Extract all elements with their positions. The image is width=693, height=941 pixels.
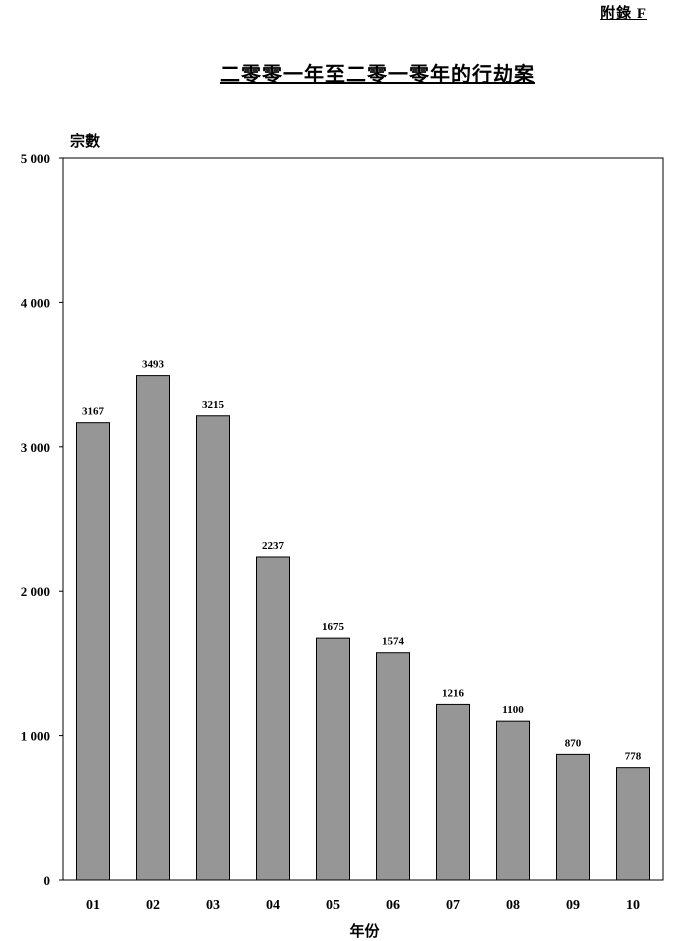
data-label-08: 1100 [502,704,524,716]
data-label-06: 1574 [382,636,405,648]
y-tick-label: 3 000 [21,440,50,455]
data-label-09: 870 [565,737,582,749]
x-tick-label-05: 05 [326,898,340,913]
bar-07 [436,703,470,881]
x-tick-label-04: 04 [266,898,280,913]
x-tick-label-06: 06 [386,898,400,913]
plot-area [62,157,664,881]
data-label-01: 3167 [82,406,105,418]
x-tick-label-07: 07 [446,898,460,913]
data-label-05: 1675 [322,621,345,633]
y-axis-label: 宗數 [70,134,101,150]
bar-08 [496,720,530,881]
data-label-07: 1216 [442,687,465,699]
bar-03 [196,415,230,881]
data-label-03: 3215 [202,399,225,411]
x-axis-label: 年份 [349,924,380,940]
bar-09 [556,753,590,881]
appendix-label: 附錄 F [600,6,647,22]
data-label-02: 3493 [142,359,165,371]
bar-04 [256,556,290,881]
y-tick-label: 4 000 [21,295,50,310]
bar-02 [136,375,170,881]
x-tick-label-09: 09 [566,898,580,913]
data-label-10: 778 [625,751,642,763]
x-tick-label-02: 02 [146,898,160,913]
bar-10 [616,767,650,881]
y-tick-label: 1 000 [21,729,50,744]
data-label-04: 2237 [262,540,285,552]
bar-01 [76,422,110,881]
x-tick-label-10: 10 [626,898,640,913]
x-tick-label-03: 03 [206,898,220,913]
y-tick-label: 0 [44,873,51,888]
chart-title: 二零零一年至二零一零年的行劫案 [220,64,535,86]
y-tick-label: 2 000 [21,584,50,599]
y-tick-label: 5 000 [21,151,50,166]
bar-06 [376,652,410,881]
y-axis: 0 1 000 2 000 3 000 4 000 5 000 [21,151,63,888]
x-axis: 01 02 03 04 05 06 07 08 09 10 [86,898,640,913]
x-tick-label-01: 01 [86,898,100,913]
x-tick-label-08: 08 [506,898,520,913]
bar-series: 3167 3493 3215 2237 1675 1574 1216 1100 870 778 [76,359,650,881]
bar-05 [316,637,350,881]
